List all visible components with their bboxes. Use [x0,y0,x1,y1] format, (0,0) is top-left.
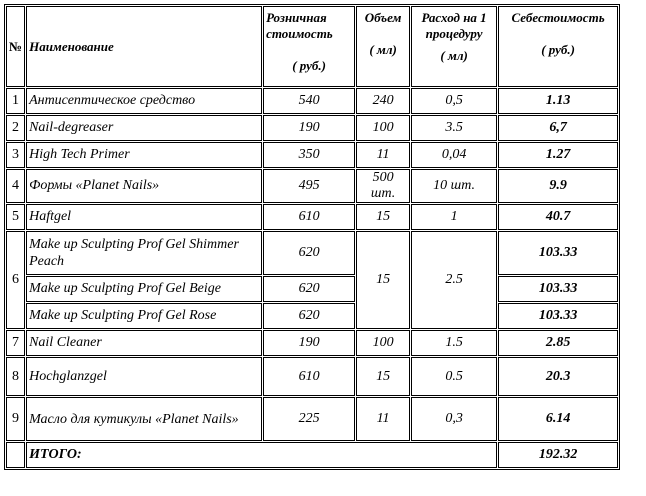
row-volume: 11 [356,397,411,441]
row-price: 610 [263,204,356,230]
row-price: 190 [263,115,356,141]
row-usage: 10 шт. [411,169,498,203]
row-price: 540 [263,88,356,114]
header-retail-unit: ( руб.) [292,58,326,73]
row-usage: 2.5 [411,231,498,329]
table-row: Make up Sculpting Prof Gel Rose 620 103.… [6,303,619,329]
row-price: 620 [263,303,356,329]
total-num [6,442,26,468]
table-row: Make up Sculpting Prof Gel Beige 620 103… [6,276,619,302]
row-name: Масло для кутикулы «Planet Nails» [26,397,263,441]
row-volume: 240 [356,88,411,114]
row-cost: 6,7 [498,115,619,141]
row-volume: 11 [356,142,411,168]
row-cost: 1.13 [498,88,619,114]
header-usage: Расход на 1 процедуру ( мл) [411,6,498,87]
row-cost: 103.33 [498,276,619,302]
row-price: 225 [263,397,356,441]
row-usage: 0,5 [411,88,498,114]
row-volume: 15 [356,204,411,230]
row-name: Make up Sculpting Prof Gel Rose [26,303,263,329]
row-price: 610 [263,357,356,396]
row-volume: 500 шт. [356,169,411,203]
header-usage-line1: Расход на 1 [421,10,487,25]
row-cost: 2.85 [498,330,619,356]
table-row: 2 Nail-degreaser 190 100 3.5 6,7 [6,115,619,141]
row-volume: 100 [356,330,411,356]
row-name: Nail-degreaser [26,115,263,141]
header-cost-unit: ( руб.) [541,42,575,57]
row-num: 2 [6,115,26,141]
cost-table: № Наименование Розничная стоимость ( руб… [4,4,621,470]
header-name: Наименование [26,6,263,87]
row-cost: 1.27 [498,142,619,168]
header-cost: Себестоимость ( руб.) [498,6,619,87]
row-usage: 0,3 [411,397,498,441]
table-row: 9 Масло для кутикулы «Planet Nails» 225 … [6,397,619,441]
row-usage: 3.5 [411,115,498,141]
header-retail: Розничная стоимость ( руб.) [263,6,356,87]
header-retail-line1: Розничная [266,10,327,25]
row-price: 495 [263,169,356,203]
row-volume: 15 [356,231,411,329]
row-usage: 1 [411,204,498,230]
row-num: 1 [6,88,26,114]
row-name: Make up Sculpting Prof Gel Beige [26,276,263,302]
table-row: 4 Формы «Planet Nails» 495 500 шт. 10 шт… [6,169,619,203]
table-row: 7 Nail Cleaner 190 100 1.5 2.85 [6,330,619,356]
row-num: 5 [6,204,26,230]
row-price: 350 [263,142,356,168]
row-cost: 9.9 [498,169,619,203]
table-row: 6 Make up Sculpting Prof Gel Shimmer Pea… [6,231,619,329]
total-value: 192.32 [498,442,619,468]
row-price: 620 [263,231,356,275]
table-row: 5 Haftgel 610 15 1 40.7 [6,204,619,230]
header-volume-label: Объем [364,10,402,25]
row-cost: 103.33 [498,231,619,275]
row-num: 7 [6,330,26,356]
header-retail-line2: стоимость [266,26,333,41]
row-usage: 0,04 [411,142,498,168]
total-row: ИТОГО: 192.32 [6,442,619,468]
row-num: 8 [6,357,26,396]
row-name: Hochglanzgel [26,357,263,396]
row-num: 6 [6,231,26,329]
row-name: Формы «Planet Nails» [26,169,263,203]
row-cost: 20.3 [498,357,619,396]
header-volume-unit: ( мл) [369,42,397,57]
row-price: 190 [263,330,356,356]
row-cost: 40.7 [498,204,619,230]
row-num: 9 [6,397,26,441]
row-name: Haftgel [26,204,263,230]
row-price: 620 [263,276,356,302]
row-volume: 100 [356,115,411,141]
row-usage: 1.5 [411,330,498,356]
row-name: Антисептическое средство [26,88,263,114]
row-name: Nail Cleaner [26,330,263,356]
table-row: 3 High Tech Primer 350 11 0,04 1.27 [6,142,619,168]
header-volume: Объем ( мл) [356,6,411,87]
header-usage-unit: ( мл) [440,48,468,63]
header-num: № [6,6,26,87]
row-usage: 0.5 [411,357,498,396]
row-name: High Tech Primer [26,142,263,168]
row-name: Make up Sculpting Prof Gel Shimmer Peach [26,231,263,275]
table-row: 1 Антисептическое средство 540 240 0,5 1… [6,88,619,114]
total-label: ИТОГО: [26,442,498,468]
row-volume: 15 [356,357,411,396]
row-num: 3 [6,142,26,168]
table-row: 8 Hochglanzgel 610 15 0.5 20.3 [6,357,619,396]
row-num: 4 [6,169,26,203]
row-cost: 6.14 [498,397,619,441]
row-cost: 103.33 [498,303,619,329]
header-row: № Наименование Розничная стоимость ( руб… [6,6,619,87]
header-cost-label: Себестоимость [511,10,605,25]
header-usage-line2: процедуру [425,26,483,41]
